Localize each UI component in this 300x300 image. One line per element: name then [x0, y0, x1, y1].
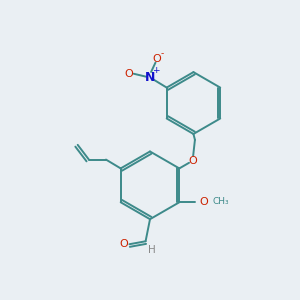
Text: O: O	[188, 156, 197, 166]
Text: -: -	[160, 49, 164, 58]
Text: O: O	[199, 197, 208, 207]
Text: O: O	[153, 54, 161, 64]
Text: H: H	[148, 244, 156, 254]
Text: N: N	[144, 71, 155, 84]
Text: CH₃: CH₃	[213, 197, 230, 206]
Text: O: O	[124, 69, 133, 79]
Text: +: +	[152, 66, 160, 75]
Text: O: O	[120, 239, 128, 249]
